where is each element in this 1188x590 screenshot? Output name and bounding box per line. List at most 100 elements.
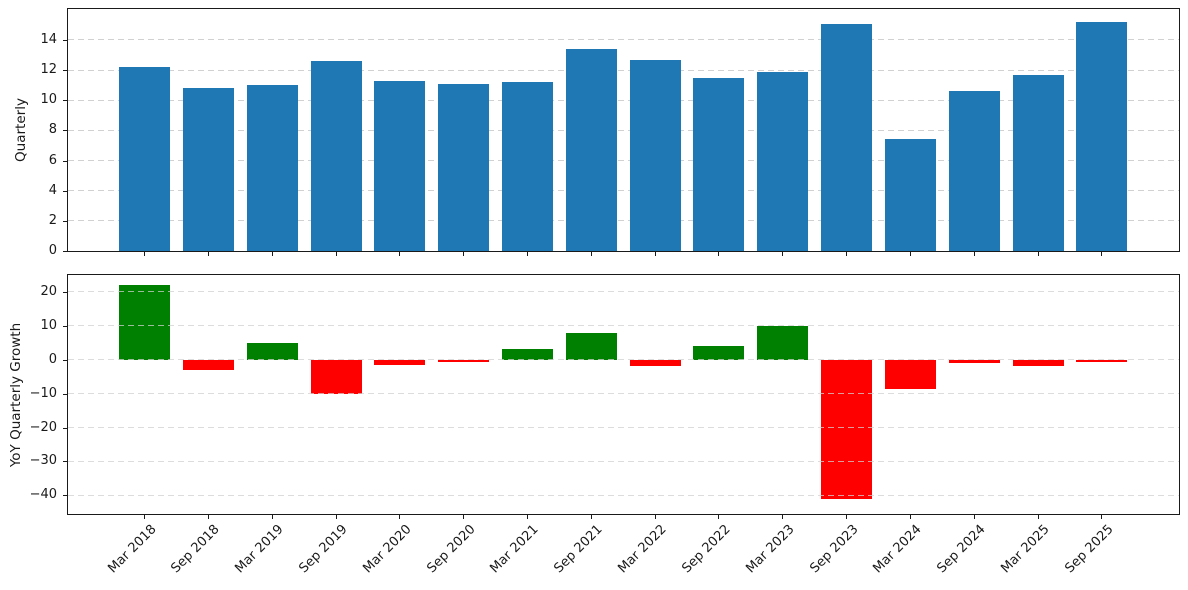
x-tick-label: Mar 2018: [104, 522, 160, 577]
bar-sep-2021: [565, 332, 617, 360]
y-tick-label: 10: [40, 92, 57, 108]
x-tick-mark: [144, 515, 145, 519]
gridline: [68, 291, 1179, 293]
y-tick-mark: [63, 130, 67, 132]
x-tick-mark: [654, 515, 656, 519]
x-tick-mark: [590, 252, 592, 256]
y-tick-mark: [63, 325, 67, 327]
bar-mar-2023: [757, 72, 809, 251]
bar-mar-2025: [1012, 359, 1064, 366]
x-tick-mark: [271, 515, 273, 519]
gridline: [68, 99, 1179, 101]
y-tick-mark: [63, 427, 67, 429]
y-tick-mark: [63, 461, 67, 463]
x-tick-mark: [654, 252, 656, 256]
x-tick-mark: [463, 252, 465, 256]
bar-mar-2020: [374, 80, 426, 251]
y-tick-label: 8: [48, 122, 57, 138]
y-tick-mark: [63, 495, 67, 497]
gridline: [68, 160, 1179, 162]
x-tick-mark: [144, 252, 145, 256]
bar-sep-2018: [182, 359, 234, 370]
x-tick-label: Sep 2022: [679, 522, 734, 577]
gridline: [68, 393, 1179, 395]
x-tick-mark: [782, 515, 784, 519]
bar-mar-2021: [501, 82, 553, 251]
x-tick-mark: [973, 515, 975, 519]
x-tick-mark: [718, 515, 720, 519]
gridline: [68, 494, 1179, 496]
x-tick-label: Sep 2020: [423, 522, 479, 577]
x-tick-mark: [335, 515, 337, 519]
bar-sep-2023: [821, 24, 872, 251]
gridline: [68, 250, 1179, 251]
y-tick-mark: [63, 190, 67, 192]
x-tick-label: Mar 2024: [870, 522, 925, 577]
y-tick-mark: [63, 39, 67, 41]
x-tick-mark: [1037, 252, 1039, 256]
x-tick-label: Mar 2022: [615, 522, 670, 577]
bar-mar-2018: [119, 285, 170, 360]
y-tick-label: 0: [48, 351, 57, 367]
x-tick-mark: [846, 515, 847, 519]
x-tick-mark: [335, 252, 337, 256]
gridline: [68, 190, 1179, 192]
bar-sep-2019: [310, 359, 362, 394]
gridline: [68, 220, 1179, 222]
x-tick-mark: [207, 252, 209, 256]
x-tick-mark: [1101, 252, 1103, 256]
bar-sep-2022: [693, 345, 745, 360]
x-tick-label: Sep 2018: [168, 522, 223, 577]
bar-sep-2025: [1076, 21, 1128, 251]
y-tick-mark: [63, 291, 67, 293]
y-tick-mark: [63, 393, 67, 395]
x-tick-mark: [399, 252, 401, 256]
y-tick-mark: [63, 359, 67, 361]
bar-mar-2019: [246, 85, 298, 251]
bar-mar-2025: [1012, 74, 1064, 251]
gridline: [68, 129, 1179, 131]
x-tick-mark: [846, 252, 847, 256]
gridline: [68, 325, 1179, 327]
y-tick-mark: [63, 220, 67, 222]
gridline: [68, 427, 1179, 429]
x-tick-label: Sep 2019: [296, 522, 351, 577]
x-tick-mark: [909, 252, 911, 256]
x-tick-mark: [526, 252, 528, 256]
x-tick-mark: [399, 515, 401, 519]
quarterly-bar-chart-panel: [67, 8, 1180, 252]
yoy-growth-bar-chart-panel: [67, 274, 1180, 515]
y-tick-label: 10: [40, 317, 57, 333]
bar-mar-2024: [884, 139, 936, 251]
x-tick-mark: [271, 252, 273, 256]
y-tick-label: 6: [48, 152, 57, 168]
bar-sep-2025: [1076, 359, 1128, 363]
x-tick-label: Mar 2021: [487, 522, 542, 577]
y-tick-label: −40: [29, 487, 57, 503]
bar-mar-2018: [119, 67, 170, 251]
bar-sep-2024: [948, 359, 1000, 364]
y-tick-label: 12: [40, 62, 57, 78]
y-tick-label: 14: [40, 31, 57, 47]
y-tick-label: −20: [29, 419, 57, 435]
x-tick-label: Mar 2019: [232, 522, 287, 577]
y-tick-label: −10: [29, 385, 57, 401]
bar-mar-2022: [629, 59, 681, 251]
x-tick-mark: [1037, 515, 1039, 519]
bar-mar-2023: [757, 325, 809, 360]
bar-mar-2020: [374, 359, 426, 365]
bar-sep-2020: [438, 83, 490, 251]
x-tick-label: Mar 2023: [743, 522, 798, 577]
x-tick-label: Mar 2020: [360, 522, 415, 577]
x-tick-label: Sep 2025: [1062, 522, 1117, 577]
x-tick-label: Sep 2021: [551, 522, 606, 577]
bar-mar-2024: [884, 359, 936, 389]
y-tick-label: 20: [40, 283, 57, 299]
x-tick-mark: [463, 515, 465, 519]
y-tick-label: 0: [48, 243, 57, 258]
x-tick-mark: [973, 252, 975, 256]
y-tick-mark: [63, 100, 67, 102]
y-tick-mark: [63, 160, 67, 162]
x-tick-mark: [590, 515, 592, 519]
